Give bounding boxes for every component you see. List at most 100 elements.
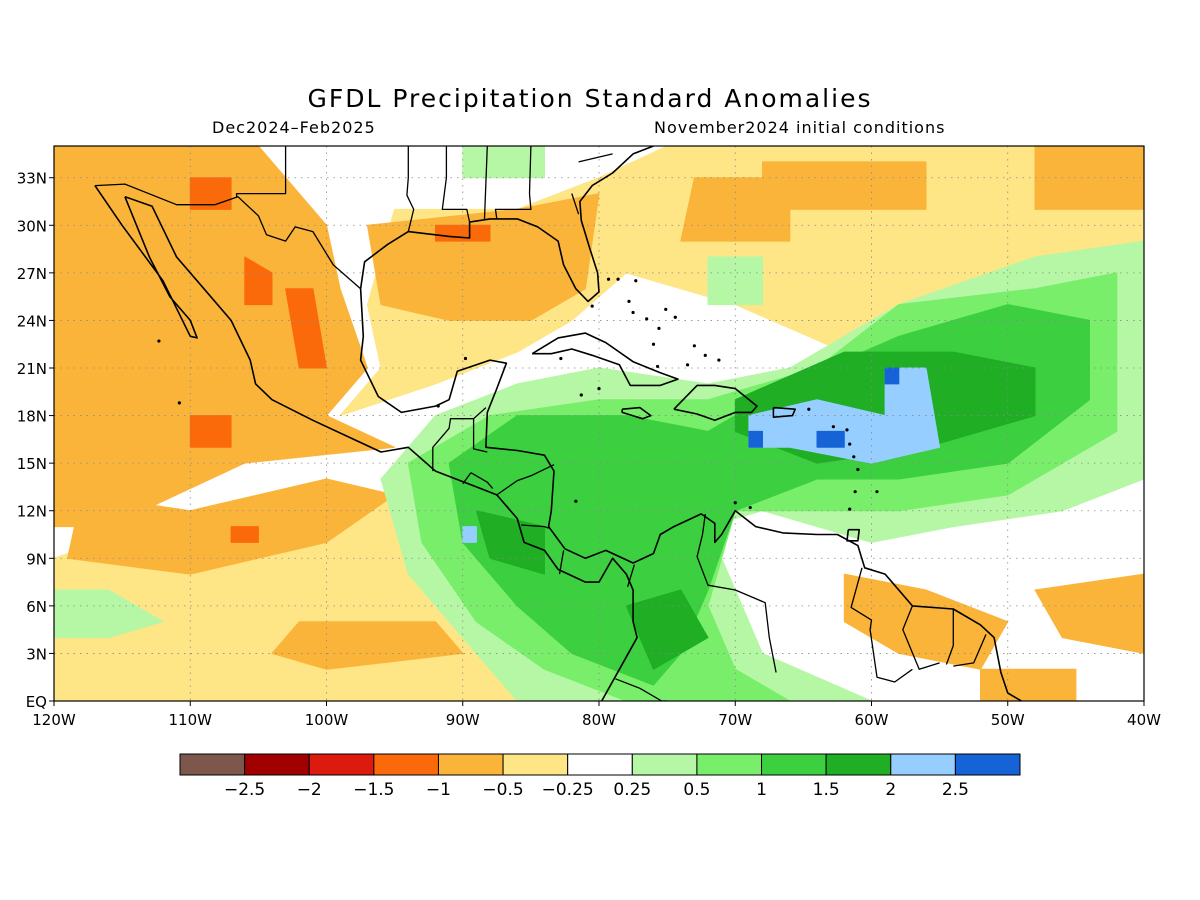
island-2 — [631, 310, 635, 315]
border-19 — [494, 146, 532, 219]
lat-tick-label: 27N — [17, 265, 47, 283]
colorbar-swatch-7 — [631, 753, 698, 776]
coastline-8 — [846, 528, 861, 542]
border-16 — [406, 146, 415, 232]
island-20 — [831, 425, 835, 429]
island-22 — [748, 505, 752, 510]
colorbar-label: 0.5 — [683, 780, 710, 800]
island-21 — [807, 407, 811, 411]
border-5 — [496, 464, 555, 496]
border-17 — [441, 146, 471, 223]
lon-tick-label: 50W — [991, 711, 1025, 729]
border-1 — [432, 407, 487, 472]
colorbar-label: −0.5 — [482, 780, 523, 800]
lon-tick-label: 100W — [305, 711, 349, 729]
colorbar-label: 2 — [885, 780, 896, 800]
lon-tick-label: 110W — [169, 711, 213, 729]
lat-tick-label: 12N — [17, 503, 47, 521]
island-10 — [579, 393, 583, 397]
colorbar-label: −1 — [426, 780, 451, 800]
lat-tick-label: 9N — [26, 550, 47, 568]
border-11 — [850, 567, 913, 683]
anomaly-region-16 — [230, 526, 259, 543]
lon-tick-label: 80W — [582, 711, 616, 729]
island-4 — [645, 317, 649, 321]
border-9 — [696, 513, 777, 673]
longitude-labels: 120W 110W 100W 90W 80W 70W 60W 50W 40W — [32, 701, 1161, 729]
colorbar-swatch-9 — [761, 753, 827, 776]
border-12 — [902, 605, 940, 670]
colorbar-swatch-1 — [244, 753, 310, 776]
island-31 — [634, 279, 638, 283]
border-21 — [578, 153, 613, 163]
anomaly-region-19 — [54, 589, 164, 639]
island-18 — [848, 442, 852, 446]
coastline-2 — [359, 288, 1022, 701]
colorbar-swatch-8 — [696, 753, 763, 776]
lon-tick-label: 90W — [446, 711, 480, 729]
coastline-0 — [94, 185, 198, 339]
lon-tick-label: 60W — [855, 711, 889, 729]
colorbar-swatch-3 — [373, 753, 439, 776]
anomaly-region-21 — [462, 146, 545, 179]
map-title: GFDL Precipitation Standard Anomalies — [307, 84, 873, 113]
anomaly-region-5 — [271, 621, 464, 670]
island-34 — [655, 364, 660, 369]
anomaly-shading-layer — [54, 146, 1144, 701]
island-12 — [559, 356, 563, 361]
lat-tick-label: 15N — [17, 455, 47, 473]
anomaly-region-24 — [475, 510, 545, 575]
colorbar-label: −2 — [297, 780, 322, 800]
anomaly-region-20 — [707, 256, 763, 306]
anomaly-region-29 — [748, 430, 763, 448]
map-plot-area — [54, 146, 1144, 701]
island-29 — [606, 277, 611, 281]
colorbar-label: 2.5 — [942, 780, 969, 800]
lat-tick-label: 30N — [17, 217, 47, 235]
island-9 — [717, 358, 721, 362]
border-8 — [626, 564, 636, 587]
colorbar-swatch-6 — [567, 753, 633, 776]
lat-tick-label: 18N — [17, 408, 47, 426]
colorbar-swatch-0 — [179, 753, 246, 776]
island-3 — [627, 299, 631, 303]
colorbar: −2.5 −2 −1.5 −1 −0.5 −0.25 0.25 0.5 1 1.5 2 2.5 — [179, 753, 1021, 800]
border-13 — [945, 609, 954, 665]
colorbar-swatch-2 — [308, 753, 375, 776]
coastline-5 — [673, 384, 758, 422]
island-33 — [651, 342, 656, 346]
colorbar-swatch-10 — [825, 753, 892, 776]
island-5 — [657, 326, 661, 330]
anomaly-region-27 — [748, 367, 941, 464]
island-32 — [692, 344, 696, 348]
border-14 — [953, 634, 987, 667]
coastline-3 — [359, 146, 654, 303]
island-11 — [597, 387, 601, 391]
colorbar-swatch-12 — [954, 753, 1021, 776]
colorbar-label: 1.5 — [813, 780, 840, 800]
island-8 — [703, 353, 707, 357]
island-6 — [673, 315, 677, 319]
border-2 — [472, 418, 488, 453]
colorbar-label: −0.25 — [542, 780, 594, 800]
anomaly-region-25 — [625, 589, 709, 670]
border-3 — [470, 472, 494, 489]
border-15 — [235, 146, 287, 197]
island-14 — [856, 467, 860, 472]
island-24 — [574, 499, 578, 503]
colorbar-label: 0.25 — [613, 780, 651, 800]
border-10 — [615, 678, 668, 701]
lat-tick-label: 24N — [17, 312, 47, 330]
border-4 — [462, 472, 472, 485]
border-18 — [483, 146, 488, 219]
island-1 — [157, 339, 161, 343]
island-26 — [463, 356, 468, 361]
island-0 — [177, 401, 181, 405]
lat-tick-label: EQ — [26, 693, 47, 711]
lat-tick-label: 3N — [26, 645, 47, 663]
forecast-period: Dec2024–Feb2025 — [212, 118, 376, 137]
lon-tick-label: 120W — [32, 711, 76, 729]
colorbar-label: −1.5 — [353, 780, 394, 800]
initial-conditions: November2024 initial conditions — [654, 118, 946, 137]
